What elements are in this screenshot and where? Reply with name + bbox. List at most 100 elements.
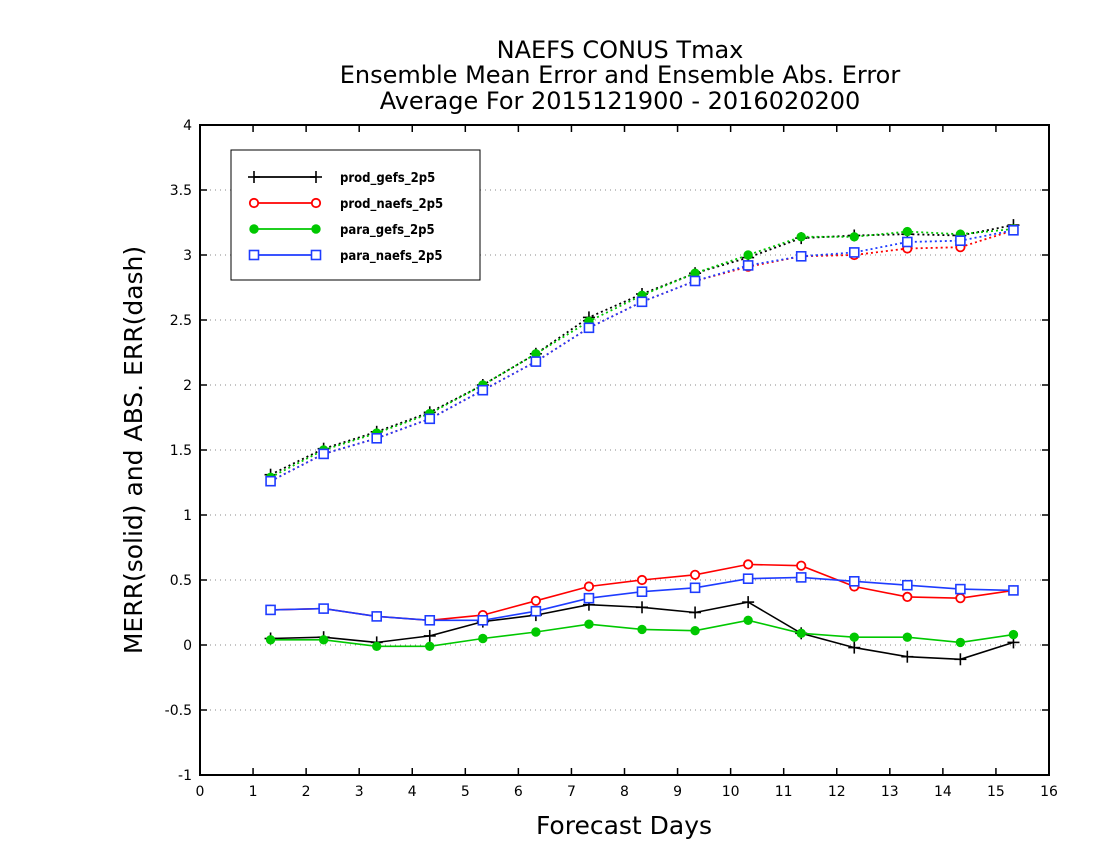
- legend-marker: [249, 224, 259, 234]
- x-tick-label: 4: [408, 784, 417, 800]
- legend-marker: [311, 224, 321, 234]
- series-prod_naefs_2p5: [265, 225, 1019, 626]
- merr-point: [636, 601, 649, 614]
- abs-err-point: [849, 232, 859, 242]
- merr-point: [636, 586, 648, 598]
- y-tick-label: 0.5: [170, 573, 192, 589]
- abs-err-point: [848, 247, 860, 258]
- merr-point: [1008, 585, 1019, 596]
- abs-err-point: [318, 448, 329, 460]
- abs-err-point: [902, 226, 913, 237]
- y-tick-label: -1: [178, 768, 192, 784]
- x-tick-label: 2: [302, 784, 311, 800]
- y-tick-label: 2.5: [170, 313, 192, 329]
- merr-point: [424, 614, 436, 626]
- legend-marker: [310, 249, 322, 261]
- x-tick-label: 3: [355, 784, 364, 800]
- merr-point: [690, 626, 700, 636]
- merr-point: [743, 559, 754, 570]
- merr-point: [743, 615, 753, 625]
- legend-marker: [248, 171, 260, 183]
- legend: prod_gefs_2p5 prod_naefs_2p5 para_gefs_2p5…: [230, 149, 481, 281]
- merr-point: [371, 641, 382, 651]
- legend-item-prod_naefs_2p5: prod_naefs_2p5: [248, 197, 443, 212]
- x-tick-label: 8: [620, 784, 629, 800]
- merr-point: [689, 582, 701, 594]
- abs-err-point: [583, 322, 595, 334]
- merr-point: [318, 635, 329, 645]
- abs-err-point: [477, 384, 489, 396]
- merr-point: [265, 604, 276, 616]
- legend-label: prod_naefs_2p5: [340, 197, 443, 212]
- y-tick-label: 2: [183, 378, 192, 394]
- abs-err-point: [795, 251, 807, 262]
- merr-point: [955, 583, 966, 595]
- merr-point: [583, 581, 595, 592]
- abs-err-point: [424, 413, 436, 425]
- merr-point: [423, 629, 436, 642]
- merr-point: [902, 632, 913, 642]
- abs-err-point: [1008, 225, 1019, 236]
- series-para_naefs_2p5: [265, 225, 1019, 626]
- y-tick-label: 1: [183, 508, 192, 524]
- merr-point: [955, 637, 966, 648]
- x-axis-label: Forecast Days: [536, 811, 712, 840]
- abs-err-point: [636, 296, 648, 308]
- y-tick-label: 4: [183, 118, 192, 134]
- merr-point: [901, 650, 914, 663]
- legend-item-para_gefs_2p5: para_gefs_2p5: [249, 223, 435, 238]
- legend-box: [230, 149, 481, 281]
- chart-subtitle-1: Ensemble Mean Error and Ensemble Abs. Er…: [340, 61, 901, 89]
- y-tick-label: 3: [183, 248, 192, 264]
- merr-point: [742, 573, 754, 585]
- merr-point: [477, 614, 489, 626]
- x-tick-label: 7: [567, 784, 576, 800]
- merr-point: [902, 579, 913, 591]
- merr-point: [849, 632, 859, 642]
- merr-point: [584, 619, 594, 629]
- axis-ticks: -1-0.500.511.522.533.540 1 2 3 4 5 6 7 8 9 10 11 12 1…: [165, 118, 1058, 800]
- x-tick-label: 12: [828, 784, 846, 800]
- merr-point: [848, 575, 860, 587]
- y-tick-label: 3.5: [170, 183, 192, 199]
- merr-point: [1008, 629, 1019, 640]
- legend-marker: [248, 197, 260, 209]
- legend-item-prod_gefs_2p5: prod_gefs_2p5: [248, 171, 435, 186]
- merr-point: [954, 653, 967, 666]
- merr-point: [848, 641, 861, 654]
- merr-point: [689, 606, 702, 619]
- legend-item-para_naefs_2p5: para_naefs_2p5: [248, 249, 442, 264]
- merr-point: [318, 603, 329, 614]
- legend-marker: [310, 171, 322, 183]
- y-tick-label: 1.5: [170, 443, 192, 459]
- merr-point: [689, 569, 701, 580]
- chart-title: NAEFS CONUS Tmax: [497, 36, 744, 64]
- abs-err-point: [265, 475, 276, 487]
- merr-point: [637, 624, 647, 635]
- legend-marker: [310, 197, 322, 209]
- legend-marker: [248, 249, 260, 261]
- abs-err-point: [902, 236, 913, 248]
- x-tick-label: 11: [775, 784, 793, 800]
- x-tick-label: 6: [514, 784, 523, 800]
- merr-point: [902, 591, 913, 603]
- x-tick-label: 14: [934, 784, 952, 800]
- chart-subtitle-2: Average For 2015121900 - 2016020200: [380, 87, 861, 115]
- merr-point: [742, 596, 755, 609]
- merr-point: [371, 611, 382, 622]
- x-tick-label: 16: [1040, 784, 1058, 800]
- abs-err-point: [371, 432, 382, 444]
- abs-err-point: [743, 250, 753, 260]
- merr-point: [796, 628, 806, 638]
- abs-err-point: [955, 235, 966, 246]
- x-tick-label: 15: [987, 784, 1005, 800]
- merr-point: [583, 592, 595, 604]
- abs-err-point: [742, 260, 754, 271]
- legend-label: para_naefs_2p5: [340, 249, 442, 264]
- merr-point: [531, 627, 541, 637]
- x-tick-label: 0: [196, 784, 205, 800]
- merr-point: [795, 572, 807, 583]
- merr-point: [796, 560, 807, 571]
- x-tick-label: 5: [461, 784, 470, 800]
